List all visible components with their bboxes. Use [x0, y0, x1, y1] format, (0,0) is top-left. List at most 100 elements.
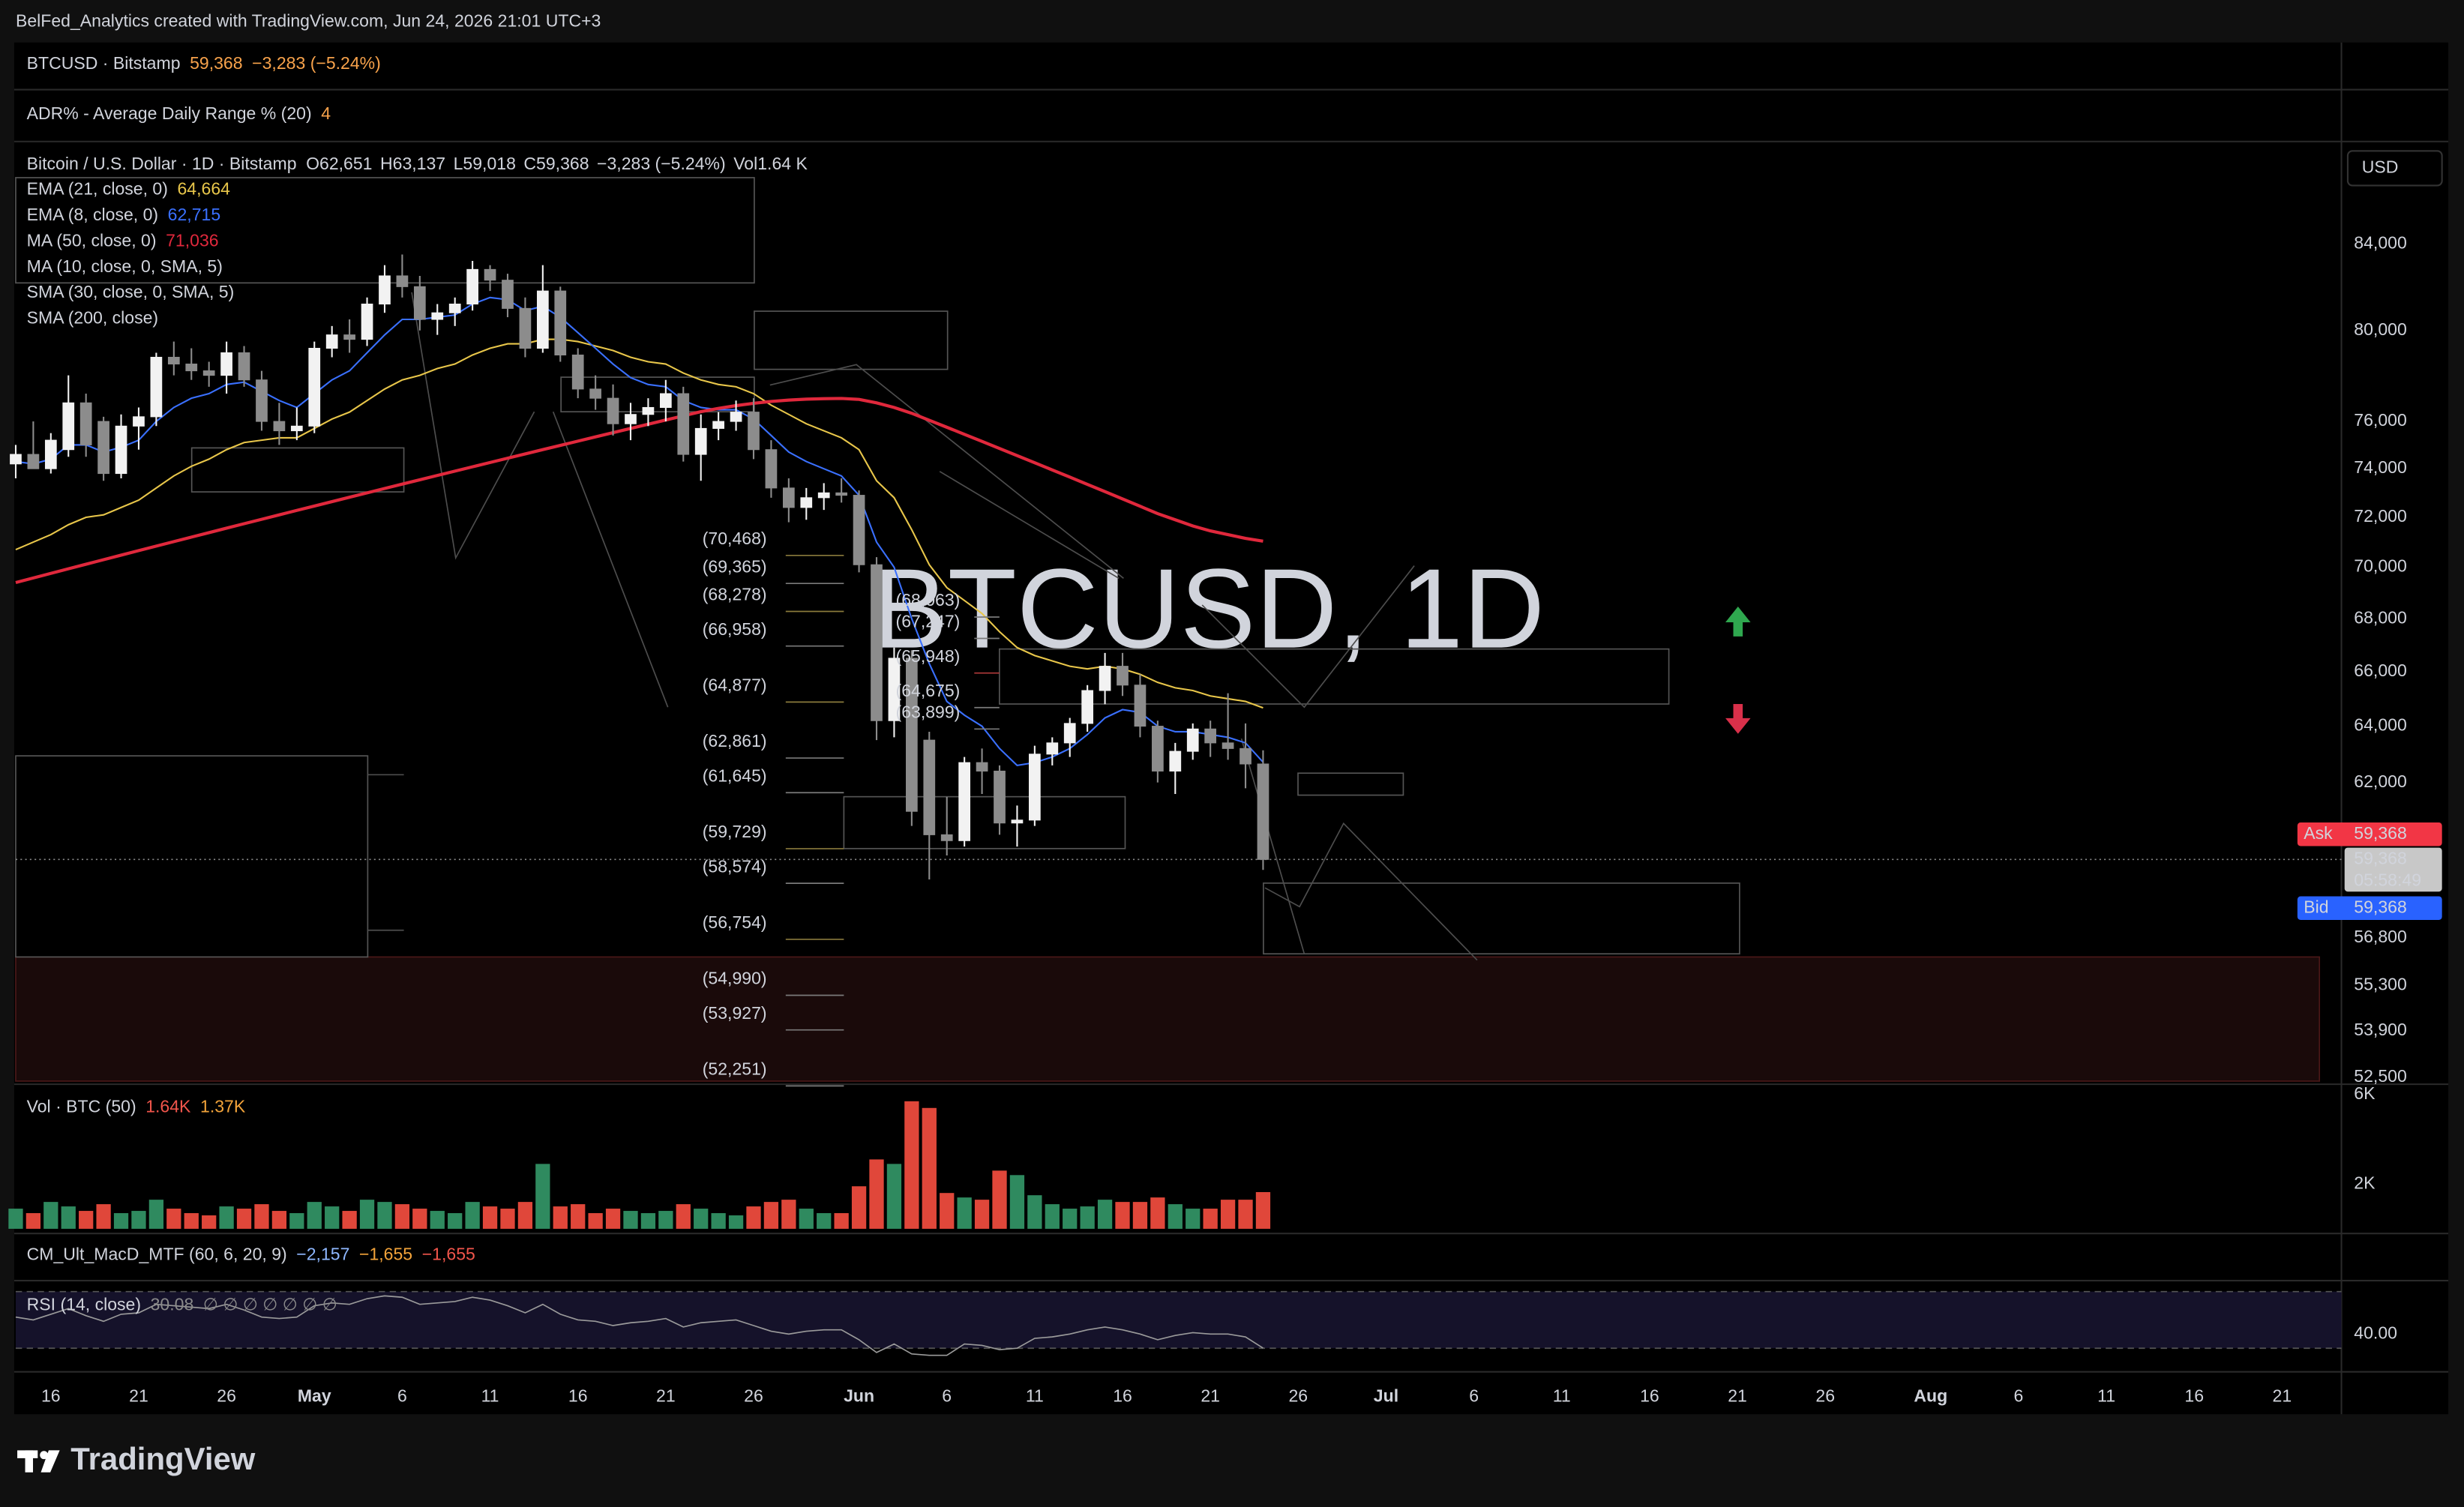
volume-bar	[1186, 1209, 1201, 1229]
candle-body	[396, 275, 409, 287]
candle-body	[1222, 742, 1234, 749]
fib-label: (66,958)	[703, 619, 767, 639]
x-tick-label: Jun	[844, 1386, 874, 1405]
candle-body	[448, 304, 461, 313]
y-tick-label: 74,000	[2354, 457, 2407, 477]
rsi-extra: ∅ ∅ ∅ ∅ ∅ ∅ ∅	[203, 1295, 337, 1314]
currency[interactable]: USD	[2362, 157, 2399, 176]
volume-bar	[886, 1164, 902, 1229]
indicator-lines	[15, 296, 2342, 1356]
fib-label: (64,877)	[703, 676, 767, 695]
indicator-value: 71,036	[166, 231, 219, 250]
indicator-name: EMA (21, close, 0)	[27, 179, 168, 199]
candle-body	[379, 275, 391, 305]
volume-bar	[25, 1213, 41, 1229]
candle-body	[290, 425, 303, 432]
volume-bar	[412, 1209, 427, 1229]
countdown: 05:58:49	[2354, 870, 2421, 890]
candle-body	[748, 412, 760, 451]
labels: 16 21 26 May 6 11 16 21 26 Jun 6 11 16 21 26 Jul 6 11 16 21…	[15, 179, 2442, 1405]
logo-part	[40, 1451, 49, 1460]
volume-bar	[746, 1206, 761, 1229]
volume-bar	[728, 1215, 744, 1229]
volume-bar	[658, 1211, 673, 1229]
candle-body	[325, 334, 338, 349]
indicator-legend: SMA (200, close)	[27, 308, 159, 328]
candles	[8, 254, 1271, 1229]
rsi-legend: RSI (14, close) 30.08 ∅ ∅ ∅ ∅ ∅ ∅ ∅	[27, 1295, 337, 1314]
candle-body	[712, 421, 724, 429]
candle-body	[589, 388, 601, 399]
watermark: BTCUSD, 1D	[872, 545, 1545, 672]
candle-body	[1081, 690, 1094, 724]
candle-body	[413, 286, 426, 320]
chart-area	[13, 42, 2449, 1415]
volume-bar	[711, 1213, 726, 1229]
x-tick-label: 26	[744, 1386, 763, 1405]
candle-body	[536, 290, 549, 349]
indicator-line	[15, 296, 1264, 767]
indicator-name: SMA (30, close, 0, SMA, 5)	[27, 282, 235, 301]
volume-bar	[922, 1107, 937, 1229]
candle-body	[800, 497, 813, 508]
currency-box[interactable]	[2346, 150, 2443, 187]
x-tick-label: Aug	[1914, 1386, 1947, 1405]
candle-body	[571, 354, 584, 390]
volume-bar	[465, 1202, 480, 1229]
y-tick-label: 55,300	[2354, 974, 2407, 993]
volume-bar	[131, 1211, 146, 1229]
main-legend: Bitcoin / U.S. Dollar · 1D · Bitstamp O62…	[27, 154, 808, 173]
candle-body	[10, 454, 22, 465]
last-value: 59,368	[2354, 848, 2407, 867]
price: 59,368	[190, 53, 242, 73]
indicator-line	[15, 397, 1263, 584]
volume-bar	[1220, 1200, 1236, 1229]
volume-bar	[640, 1213, 656, 1229]
x-tick-label: 26	[1815, 1386, 1835, 1405]
bid-value: 59,368	[2354, 897, 2407, 916]
volume-bar	[992, 1170, 1007, 1229]
rsi-title: RSI (14, close)	[27, 1295, 141, 1314]
fib-label: (64,675)	[896, 681, 961, 700]
macd-value: −2,157	[296, 1245, 349, 1264]
volume-bar	[1255, 1191, 1271, 1229]
volume-bar	[1080, 1206, 1095, 1229]
candle-body	[185, 363, 198, 372]
volume-bar	[553, 1206, 568, 1229]
volume-bar	[254, 1204, 269, 1229]
candle-body	[694, 427, 707, 455]
symbol: BTCUSD · Bitstamp	[27, 53, 181, 73]
candle-body	[167, 356, 180, 365]
x-tick-label: 6	[1469, 1386, 1479, 1405]
trend-line	[1264, 822, 1478, 961]
rsi-line	[15, 1295, 1263, 1356]
x-tick-label: 16	[568, 1386, 588, 1405]
candle-body	[782, 487, 795, 508]
candle-body	[466, 268, 478, 305]
volume-bar	[1009, 1175, 1025, 1229]
ask-value: 59,368	[2354, 823, 2407, 843]
candle-body	[115, 425, 127, 475]
x-tick-label: 21	[656, 1386, 676, 1405]
macd-title: CM_Ult_MacD_MTF (60, 6, 20, 9)	[27, 1245, 287, 1264]
candle-body	[502, 280, 514, 309]
fib-label: (68,278)	[703, 585, 767, 604]
volume-bar	[1132, 1202, 1148, 1229]
indicator-legend: EMA (8, close, 0) 62,715	[27, 205, 221, 224]
candle-body	[1239, 748, 1251, 765]
x-tick-label: Jul	[1374, 1386, 1398, 1405]
volume-bar	[869, 1159, 884, 1229]
brand: TradingView	[70, 1441, 255, 1476]
volume-bar	[500, 1209, 515, 1229]
macd-value: −1,655	[359, 1245, 412, 1264]
top-caption: BelFed_Analytics created with TradingVie…	[16, 11, 601, 31]
volume-bar	[957, 1197, 972, 1229]
candle-body	[220, 352, 232, 376]
volume-bar	[271, 1211, 287, 1229]
macd-value: −1,655	[422, 1245, 475, 1264]
x-tick-label: 6	[397, 1386, 407, 1405]
zone	[1297, 772, 1404, 796]
candle-body	[308, 347, 321, 427]
candle-body	[677, 393, 690, 455]
